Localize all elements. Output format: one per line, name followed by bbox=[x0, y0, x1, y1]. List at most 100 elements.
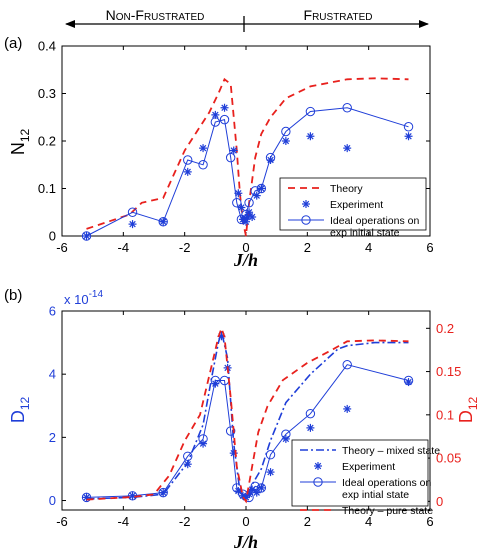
svg-text:D12: D12 bbox=[8, 397, 32, 424]
panel-a-series-2-point bbox=[225, 152, 236, 163]
panel-b-series-2-point bbox=[342, 359, 352, 370]
panel-a-label: (a) bbox=[4, 35, 22, 52]
panel-a-legend-marker bbox=[301, 215, 311, 225]
panel-a-xtick-label: -2 bbox=[179, 240, 191, 255]
panel-b-xtick-label: -2 bbox=[179, 514, 191, 529]
panel-b-legend-label: Experiment bbox=[342, 461, 395, 473]
panel-b-ylabel-left-main: D bbox=[8, 410, 28, 423]
panel-a-series-2-point bbox=[342, 103, 352, 113]
panel-a-xtick-label: 6 bbox=[426, 240, 433, 255]
panel-a: (a) N12 J/h -6 -4 -2 0 2 4 6 0 0.1 0.2 0.3 0.4 Theo… bbox=[4, 35, 434, 270]
panel-a-series-2-point bbox=[210, 117, 221, 127]
panel-a-series-0 bbox=[86, 77, 409, 237]
panel-a-ylabel: N12 bbox=[8, 129, 32, 156]
panel-b-series-1-point bbox=[266, 468, 275, 477]
panel-a-ytick-label: 0.3 bbox=[38, 86, 56, 101]
panel-b-ytick-right-label: 0.15 bbox=[436, 364, 461, 379]
panel-a-series-1-point bbox=[281, 137, 290, 145]
panel-a-series-1-point bbox=[404, 132, 413, 141]
panel-b-legend-box bbox=[291, 439, 429, 507]
panel-b-series-2-point bbox=[265, 450, 276, 460]
panel-b-ylabel-left: D12 bbox=[8, 397, 32, 424]
panel-b-series-1-point bbox=[183, 460, 192, 469]
panel-b-series-1-point bbox=[199, 439, 208, 448]
panel-b-legend-label: Theory – pure state bbox=[342, 505, 433, 517]
panel-a-xlabel: J/h bbox=[233, 250, 258, 270]
panel-a-series-2-point bbox=[219, 114, 230, 125]
panel-a-xtick-label: 2 bbox=[304, 240, 311, 255]
panel-b-series-2-point bbox=[256, 483, 267, 493]
panel-a-ytick-label: 0.1 bbox=[38, 181, 56, 196]
panel-a-series-2-point bbox=[241, 209, 251, 220]
panel-a-series-2-point bbox=[256, 183, 267, 194]
panel-a-legend-label: Experiment bbox=[330, 199, 383, 211]
panel-a-series-2-point bbox=[158, 217, 168, 227]
panel-b-ylabel-right: D12 bbox=[456, 397, 480, 424]
frustrated-label: Frustrated bbox=[304, 7, 373, 23]
panel-a-legend-marker bbox=[302, 200, 310, 208]
panel-a-series-2-line bbox=[86, 107, 409, 237]
panel-b-series-2-point bbox=[158, 487, 168, 498]
panel-b-label: (b) bbox=[4, 287, 22, 304]
panel-b-series-2-point bbox=[81, 492, 92, 503]
panel-b-ytick-right-label: 0.1 bbox=[436, 407, 454, 422]
panel-a-series-2-point bbox=[81, 231, 92, 241]
panel-a-series-2-point bbox=[198, 160, 208, 170]
panel-b-legend-marker bbox=[314, 462, 322, 470]
panel-b-series-2-point bbox=[250, 481, 260, 492]
panel-a-series-1-point bbox=[234, 189, 243, 198]
panel-a-legend-label: Ideal operations on bbox=[330, 215, 419, 227]
panel-a-ytick-label: 0 bbox=[49, 229, 56, 244]
panel-b-ytick-label: 0 bbox=[49, 493, 56, 508]
panel-a-series-1-point bbox=[229, 146, 238, 155]
panel-b-multiplier: x 10-14 bbox=[64, 289, 103, 307]
panel-a-ytick-label: 0.4 bbox=[38, 39, 56, 54]
panel-a-xtick-label: 4 bbox=[365, 240, 372, 255]
panel-b-ytick-right-label: 0.05 bbox=[436, 451, 461, 466]
panel-b-ytick-right-label: 0.2 bbox=[436, 321, 454, 336]
panel-b-legend-label: exp intial state bbox=[342, 489, 409, 501]
panel-a-ylabel-sub: 12 bbox=[18, 129, 32, 143]
panel-b-legend: Theory – mixed state Experiment Ideal oper… bbox=[291, 439, 440, 517]
panel-a-legend-label: exp initial state bbox=[330, 227, 400, 239]
panel-b-series-2-point bbox=[403, 375, 414, 386]
panel-b-ytick-label: 6 bbox=[49, 304, 56, 319]
panel-a-series-2-point bbox=[232, 198, 242, 208]
panel-a-ylabel-main: N bbox=[8, 142, 28, 155]
panel-b-series-2 bbox=[81, 359, 414, 503]
panel-a-series-1-point bbox=[343, 144, 352, 153]
panel-a-series-1-point bbox=[183, 167, 192, 176]
panel-a-series-2-point bbox=[183, 155, 193, 165]
panel-b-ylabel-right-main: D bbox=[456, 410, 476, 423]
panel-b-series-1-point bbox=[306, 423, 315, 432]
panel-b-series-2-point bbox=[281, 429, 291, 439]
panel-a-series-2-point bbox=[127, 207, 138, 217]
panel-a-series-2-point bbox=[244, 198, 254, 208]
panel-a-xtick-label: -6 bbox=[56, 240, 68, 255]
panel-a-series-2-point bbox=[265, 152, 276, 163]
panel-b-xlabel: J/h bbox=[233, 532, 258, 552]
panel-a-series-2-point bbox=[281, 126, 291, 137]
panel-b-series-2-point bbox=[210, 375, 221, 386]
panel-b-series-2-point bbox=[225, 426, 236, 436]
panel-b-xtick-label: -6 bbox=[56, 514, 68, 529]
svg-text:N12: N12 bbox=[8, 129, 32, 156]
panel-a-ytick-label: 0.2 bbox=[38, 134, 56, 149]
panel-a-xtick-label: -4 bbox=[118, 240, 130, 255]
svg-text:D12: D12 bbox=[456, 397, 480, 424]
panel-b-series-1-point bbox=[343, 404, 352, 413]
panel-b-legend-label: Theory – mixed state bbox=[342, 445, 440, 457]
panel-b-series-3 bbox=[86, 325, 409, 504]
panel-b-series-2-point bbox=[183, 451, 193, 462]
panel-a-legend-label: Theory bbox=[330, 183, 363, 195]
panel-b-ylabel-left-sub: 12 bbox=[18, 397, 32, 411]
panel-a-series-2-point bbox=[250, 186, 260, 196]
panel-b-legend-label: Ideal operations on bbox=[342, 477, 431, 489]
panel-b-multiplier-exp: -14 bbox=[89, 289, 104, 300]
panel-b-xtick-label: 6 bbox=[426, 514, 433, 529]
panel-a-series-0-line bbox=[86, 77, 409, 237]
panel-a-series-2 bbox=[81, 103, 414, 241]
panel-b-series-2-point bbox=[305, 408, 316, 419]
